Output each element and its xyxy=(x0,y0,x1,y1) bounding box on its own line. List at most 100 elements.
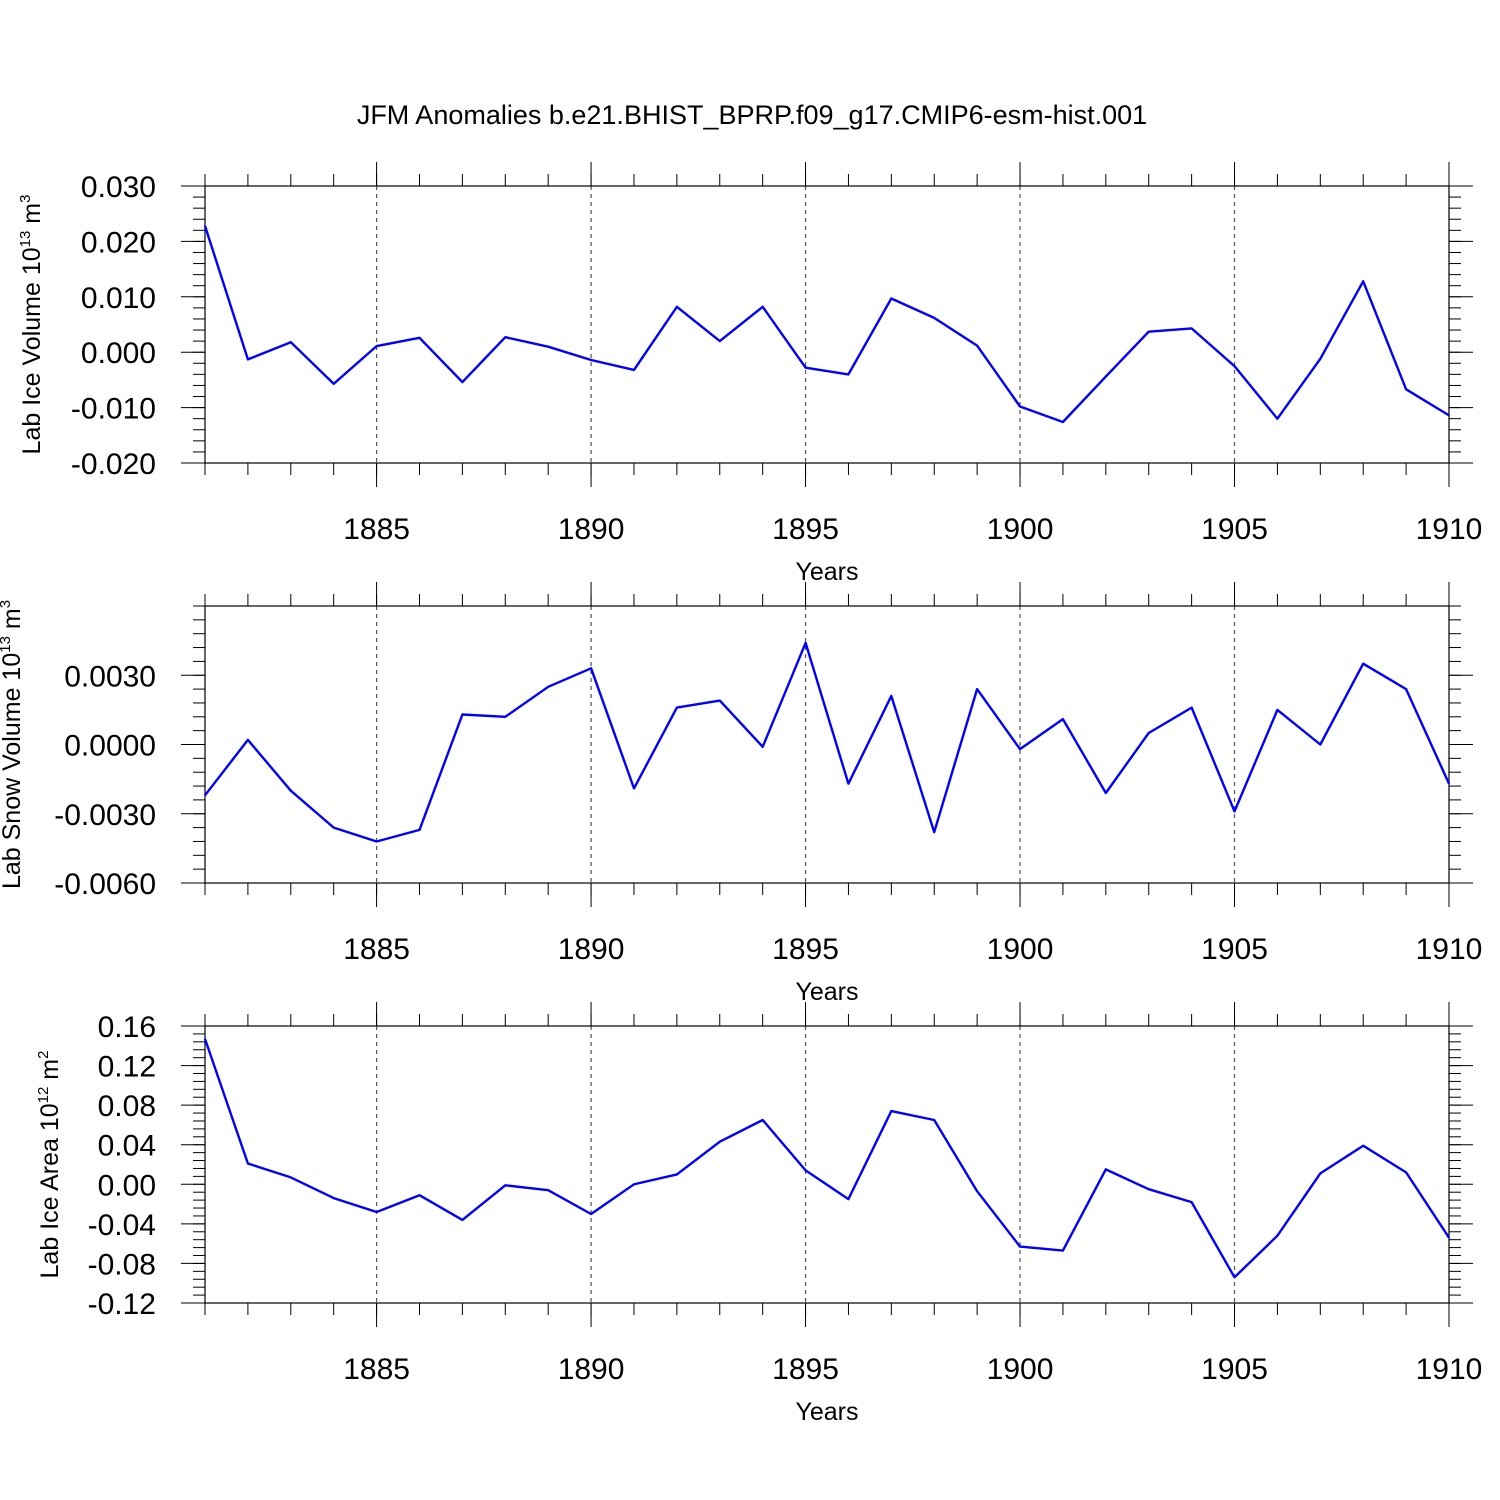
data-point xyxy=(933,1119,936,1121)
data-point xyxy=(204,1038,206,1040)
x-tick-label-1900: 1900 xyxy=(987,513,1054,546)
minor-ticks xyxy=(193,174,1461,475)
data-point xyxy=(590,359,592,361)
panel-ice-volume: 1885 1890 1895 1900 1905 1910 -0.020 -0.010 0.0… xyxy=(17,162,1482,586)
data-point xyxy=(976,688,978,690)
data-point xyxy=(1448,414,1450,417)
data-point xyxy=(633,369,635,371)
data-point xyxy=(1276,417,1279,420)
data-point xyxy=(1105,375,1107,378)
data-point xyxy=(847,782,850,785)
data-point xyxy=(289,1176,292,1179)
x-tick-label-1905: 1905 xyxy=(1201,513,1268,546)
data-point xyxy=(332,826,335,829)
data-point xyxy=(1147,1188,1150,1191)
y-tick-label: -0.020 xyxy=(71,448,156,481)
y-tick-label: 0.16 xyxy=(98,1011,156,1044)
data-point xyxy=(761,1119,764,1121)
data-point xyxy=(418,336,421,339)
y-tick-label: 0.08 xyxy=(98,1090,156,1123)
data-point xyxy=(847,373,850,376)
series-line-0 xyxy=(203,1038,1451,1279)
y-axis-label-exponent: 12 xyxy=(35,1087,52,1104)
y-axis-label-text: Lab Snow Volume 10 xyxy=(0,653,26,889)
data-point xyxy=(1105,1168,1107,1171)
data-point xyxy=(633,787,635,790)
data-point xyxy=(1405,388,1407,391)
y-axis-label: Lab Snow Volume 1013 m3 xyxy=(0,600,26,889)
data-point xyxy=(1147,732,1150,734)
major-ticks xyxy=(181,1002,1473,1327)
y-axis-label-unit-exponent: 3 xyxy=(17,195,34,203)
data-point xyxy=(676,1173,678,1176)
data-point xyxy=(1190,706,1193,709)
y-tick-label: 0.00 xyxy=(98,1169,156,1202)
data-point xyxy=(933,317,936,319)
x-tick-label-1910: 1910 xyxy=(1416,513,1483,546)
data-point xyxy=(418,829,421,831)
data-point xyxy=(718,699,721,702)
minor-ticks xyxy=(193,1014,1461,1315)
x-tick-label-1900: 1900 xyxy=(987,1353,1054,1386)
data-point xyxy=(676,305,678,308)
x-tick-label-1885: 1885 xyxy=(343,933,410,966)
y-axis-label-exponent: 13 xyxy=(17,231,34,248)
data-point xyxy=(1405,688,1407,690)
data-point xyxy=(1276,1234,1279,1237)
x-tick-labels: 1885 1890 1895 1900 1905 1910 xyxy=(343,1353,1482,1386)
x-tick-label-1910: 1910 xyxy=(1416,1353,1483,1386)
data-point xyxy=(1019,748,1021,750)
data-point xyxy=(1190,327,1193,330)
y-axis-label-exponent: 13 xyxy=(0,636,14,653)
y-axis-label-space xyxy=(36,1080,64,1087)
y-tick-label: 0.12 xyxy=(98,1051,156,1084)
y-tick-labels: -0.12 -0.08 -0.04 0.00 0.04 0.08 0.12 0.16 xyxy=(88,1011,156,1321)
data-point xyxy=(375,840,378,843)
y-tick-label: 0.0030 xyxy=(64,660,156,693)
x-tick-label-1890: 1890 xyxy=(558,513,625,546)
data-point xyxy=(804,366,807,369)
data-point xyxy=(761,305,764,308)
y-axis-label: Lab Ice Area 1012 m2 xyxy=(35,1051,64,1279)
data-point xyxy=(933,831,936,834)
x-tick-labels: 1885 1890 1895 1900 1905 1910 xyxy=(343,513,1482,546)
series-layer xyxy=(204,641,1451,843)
data-point xyxy=(461,713,464,716)
data-point xyxy=(718,1140,721,1143)
data-point xyxy=(461,1219,464,1221)
x-tick-label-1895: 1895 xyxy=(772,513,839,546)
data-point xyxy=(847,1198,850,1200)
panel-ice-area: 1885 1890 1895 1900 1905 1910 -0.12 -0.08 -0.04… xyxy=(35,1002,1482,1426)
x-tick-label-1890: 1890 xyxy=(558,933,625,966)
x-tick-label-1900: 1900 xyxy=(987,933,1054,966)
y-axis-label-unit-exponent: 3 xyxy=(0,600,14,608)
y-tick-label: -0.04 xyxy=(88,1209,156,1242)
data-point xyxy=(1319,743,1322,746)
data-point xyxy=(676,706,678,709)
data-point xyxy=(1062,1249,1064,1252)
minor-ticks xyxy=(193,594,1461,895)
data-point xyxy=(1147,330,1150,333)
y-tick-label: 0.030 xyxy=(81,171,156,204)
series-line-0 xyxy=(203,225,1450,424)
data-point xyxy=(804,642,807,644)
data-point xyxy=(1448,1236,1450,1239)
x-tick-label-1905: 1905 xyxy=(1201,933,1268,966)
figure-title: JFM Anomalies b.e21.BHIST_BPRP.f09_g17.C… xyxy=(357,100,1147,130)
y-tick-label: -0.0030 xyxy=(54,799,156,832)
data-point xyxy=(247,358,249,361)
plot-frame xyxy=(204,1025,1450,1304)
x-tick-label-1905: 1905 xyxy=(1201,1353,1268,1386)
data-point xyxy=(375,345,378,347)
x-tick-labels: 1885 1890 1895 1900 1905 1910 xyxy=(343,933,1482,966)
data-point xyxy=(504,1184,507,1187)
series-line-0 xyxy=(204,641,1451,843)
x-tick-label-1885: 1885 xyxy=(343,1353,410,1386)
y-axis-label-unit: m xyxy=(0,608,26,629)
major-ticks xyxy=(181,162,1473,487)
data-point xyxy=(1405,1171,1407,1174)
grid-lines xyxy=(375,606,1236,883)
data-point xyxy=(890,1110,893,1112)
data-point xyxy=(633,1183,635,1186)
x-tick-label-1885: 1885 xyxy=(343,513,410,546)
